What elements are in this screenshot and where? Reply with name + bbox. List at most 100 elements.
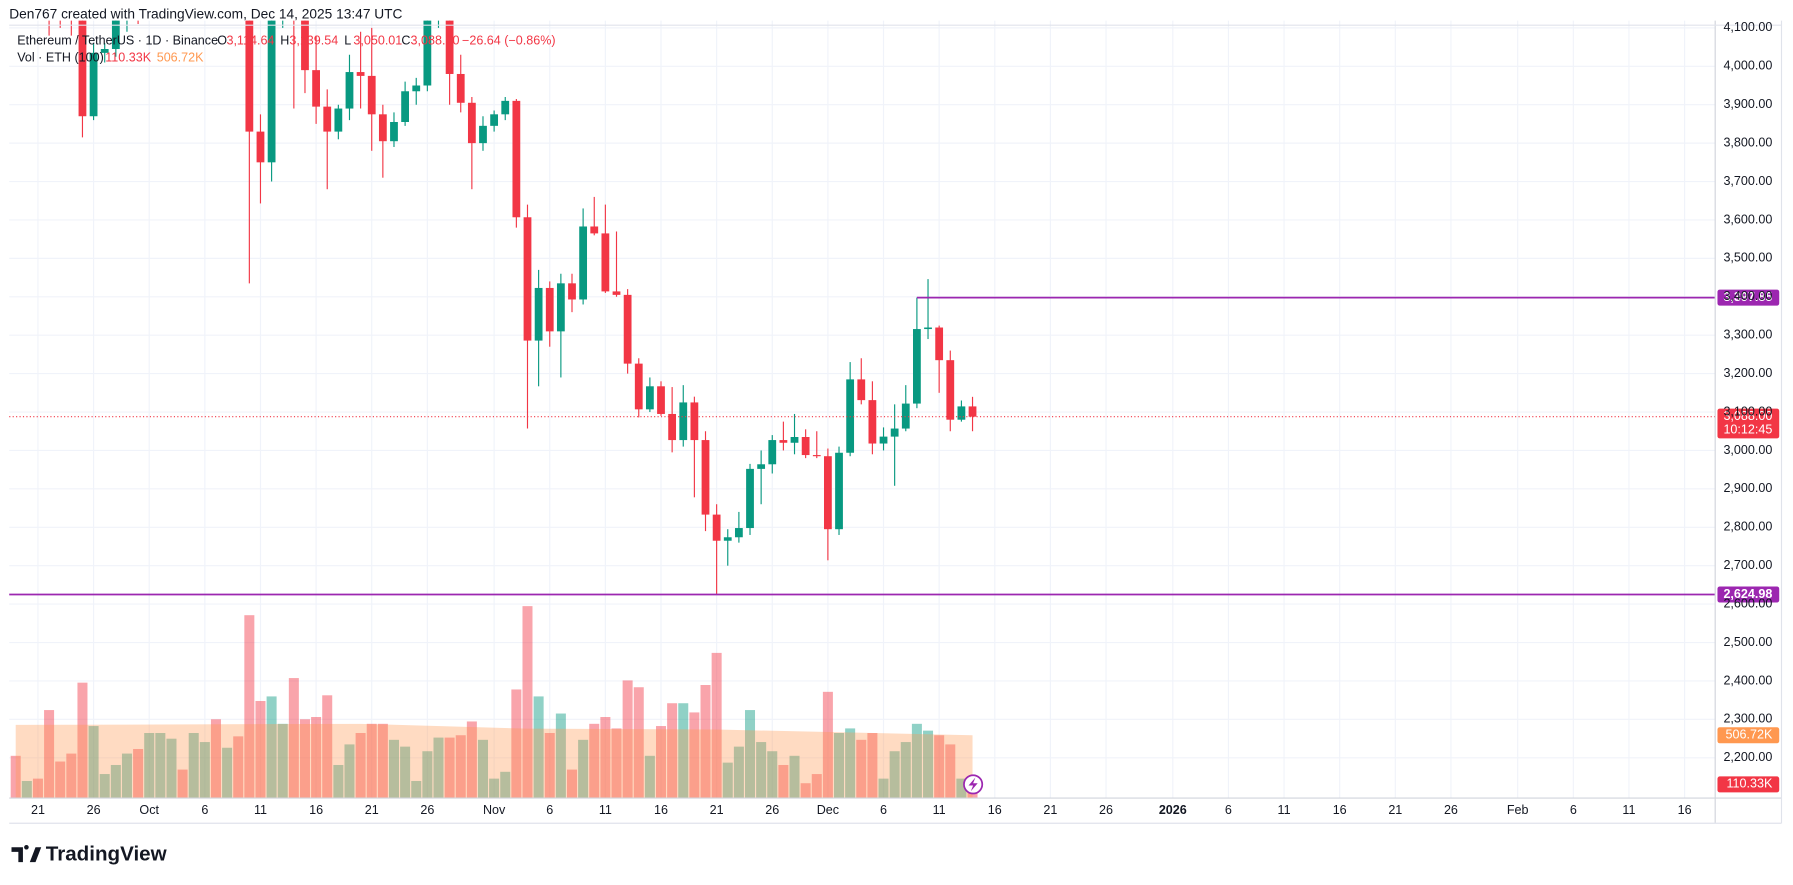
candle-body bbox=[490, 114, 499, 126]
x-tick-label: 16 bbox=[1333, 803, 1347, 817]
candle-body bbox=[790, 436, 799, 443]
x-tick-label: Dec bbox=[817, 803, 839, 817]
y-tick-label: 3,800.00 bbox=[1723, 135, 1772, 149]
x-tick-label: 16 bbox=[988, 803, 1002, 817]
volume-label: 506.72K bbox=[1726, 728, 1773, 742]
volume-bar bbox=[722, 762, 733, 799]
legend-value: 3,114.64 bbox=[226, 33, 274, 47]
volume-bar bbox=[566, 769, 578, 799]
level-label-box bbox=[1717, 289, 1780, 306]
candle-body bbox=[545, 287, 554, 332]
volume-bar bbox=[611, 728, 622, 799]
candle-body bbox=[334, 108, 343, 132]
volume-bar bbox=[911, 723, 922, 799]
candle-body bbox=[423, 20, 432, 86]
volume-bar bbox=[544, 732, 555, 799]
x-tick-label: 21 bbox=[710, 803, 724, 817]
candle-body bbox=[779, 440, 788, 443]
candle-body bbox=[768, 440, 777, 465]
candle-body bbox=[935, 327, 944, 361]
volume-bar bbox=[733, 746, 744, 799]
y-tick-label: 3,500.00 bbox=[1723, 251, 1772, 265]
volume-bar bbox=[199, 742, 210, 799]
candle-body bbox=[556, 283, 565, 332]
volume-bar bbox=[233, 736, 244, 799]
x-tick-label: 21 bbox=[1388, 803, 1402, 817]
volume-bar bbox=[366, 723, 377, 799]
volume-bar bbox=[166, 738, 177, 799]
candle-body bbox=[968, 406, 977, 417]
volume-bar bbox=[589, 723, 600, 799]
volume-label-box bbox=[1717, 776, 1780, 793]
volume-bar bbox=[767, 751, 778, 799]
y-tick-label: 3,400.00 bbox=[1723, 289, 1772, 303]
volume-bar bbox=[344, 744, 355, 799]
candle-body bbox=[89, 52, 98, 117]
volume-label: 110.33K bbox=[1726, 777, 1772, 791]
volume-bar bbox=[633, 687, 644, 799]
x-tick-label: 21 bbox=[31, 803, 45, 817]
last-price-label: 3,088.00 bbox=[1723, 409, 1772, 423]
volume-bar bbox=[800, 783, 811, 799]
x-tick-label: 16 bbox=[654, 803, 668, 817]
volume-bar bbox=[66, 753, 77, 799]
volume-bar bbox=[789, 755, 800, 799]
candle-body bbox=[668, 413, 677, 441]
x-tick-label: 11 bbox=[1278, 803, 1291, 817]
volume-bar bbox=[77, 682, 88, 799]
candle-body bbox=[835, 452, 843, 530]
candle-body bbox=[868, 400, 877, 444]
replay-icon bbox=[963, 774, 984, 795]
volume-layer bbox=[10, 606, 978, 799]
level-label-box bbox=[1717, 586, 1780, 603]
candle-body bbox=[256, 131, 265, 163]
volume-bar bbox=[600, 717, 611, 799]
volume-bar bbox=[21, 780, 32, 799]
candle-body bbox=[657, 386, 665, 414]
volume-label-box bbox=[1717, 727, 1780, 744]
last-price-box bbox=[1717, 408, 1780, 439]
y-tick-label: 4,100.00 bbox=[1723, 20, 1772, 34]
x-tick-label: 11 bbox=[599, 803, 612, 817]
candle-body bbox=[401, 91, 410, 122]
legend-key: L bbox=[344, 33, 351, 47]
candle-body bbox=[846, 379, 855, 453]
candle-body bbox=[301, 20, 309, 71]
volume-bar bbox=[900, 742, 911, 799]
volume-bar bbox=[133, 748, 144, 799]
volume-bar bbox=[333, 764, 344, 799]
y-tick-label: 4,000.00 bbox=[1723, 59, 1772, 73]
candle-body bbox=[345, 72, 354, 109]
volume-bar bbox=[923, 730, 934, 799]
candle-body bbox=[857, 379, 866, 401]
candle-body bbox=[634, 363, 643, 410]
candle-body bbox=[890, 428, 899, 437]
y-tick-label: 2,700.00 bbox=[1723, 558, 1772, 572]
candle-body bbox=[534, 287, 543, 341]
level-label: 3,397.85 bbox=[1723, 290, 1772, 304]
volume-bar bbox=[945, 744, 956, 799]
y-tick-label: 2,600.00 bbox=[1723, 596, 1772, 610]
candle-body bbox=[734, 528, 743, 538]
volume-bar bbox=[578, 739, 589, 799]
volume-bar bbox=[466, 721, 477, 799]
x-tick-label: Oct bbox=[139, 803, 159, 817]
volume-bar bbox=[500, 771, 511, 799]
volume-bar bbox=[956, 778, 967, 799]
logo-text: TradingView bbox=[46, 843, 168, 866]
volume-bar bbox=[533, 696, 544, 799]
y-tick-label: 3,200.00 bbox=[1723, 366, 1772, 380]
candle-body bbox=[746, 468, 754, 529]
x-tick-label: 16 bbox=[1678, 803, 1692, 817]
candle-body bbox=[623, 294, 632, 364]
volume-bar bbox=[210, 719, 221, 799]
volume-bar bbox=[700, 685, 711, 799]
y-tick-label: 3,700.00 bbox=[1723, 174, 1772, 188]
volume-bar bbox=[433, 737, 444, 799]
volume-bar bbox=[511, 689, 522, 799]
candle-body bbox=[412, 85, 421, 92]
y-tick-label: 2,500.00 bbox=[1723, 635, 1772, 649]
candle-body bbox=[78, 20, 87, 117]
candle-body bbox=[501, 100, 510, 115]
